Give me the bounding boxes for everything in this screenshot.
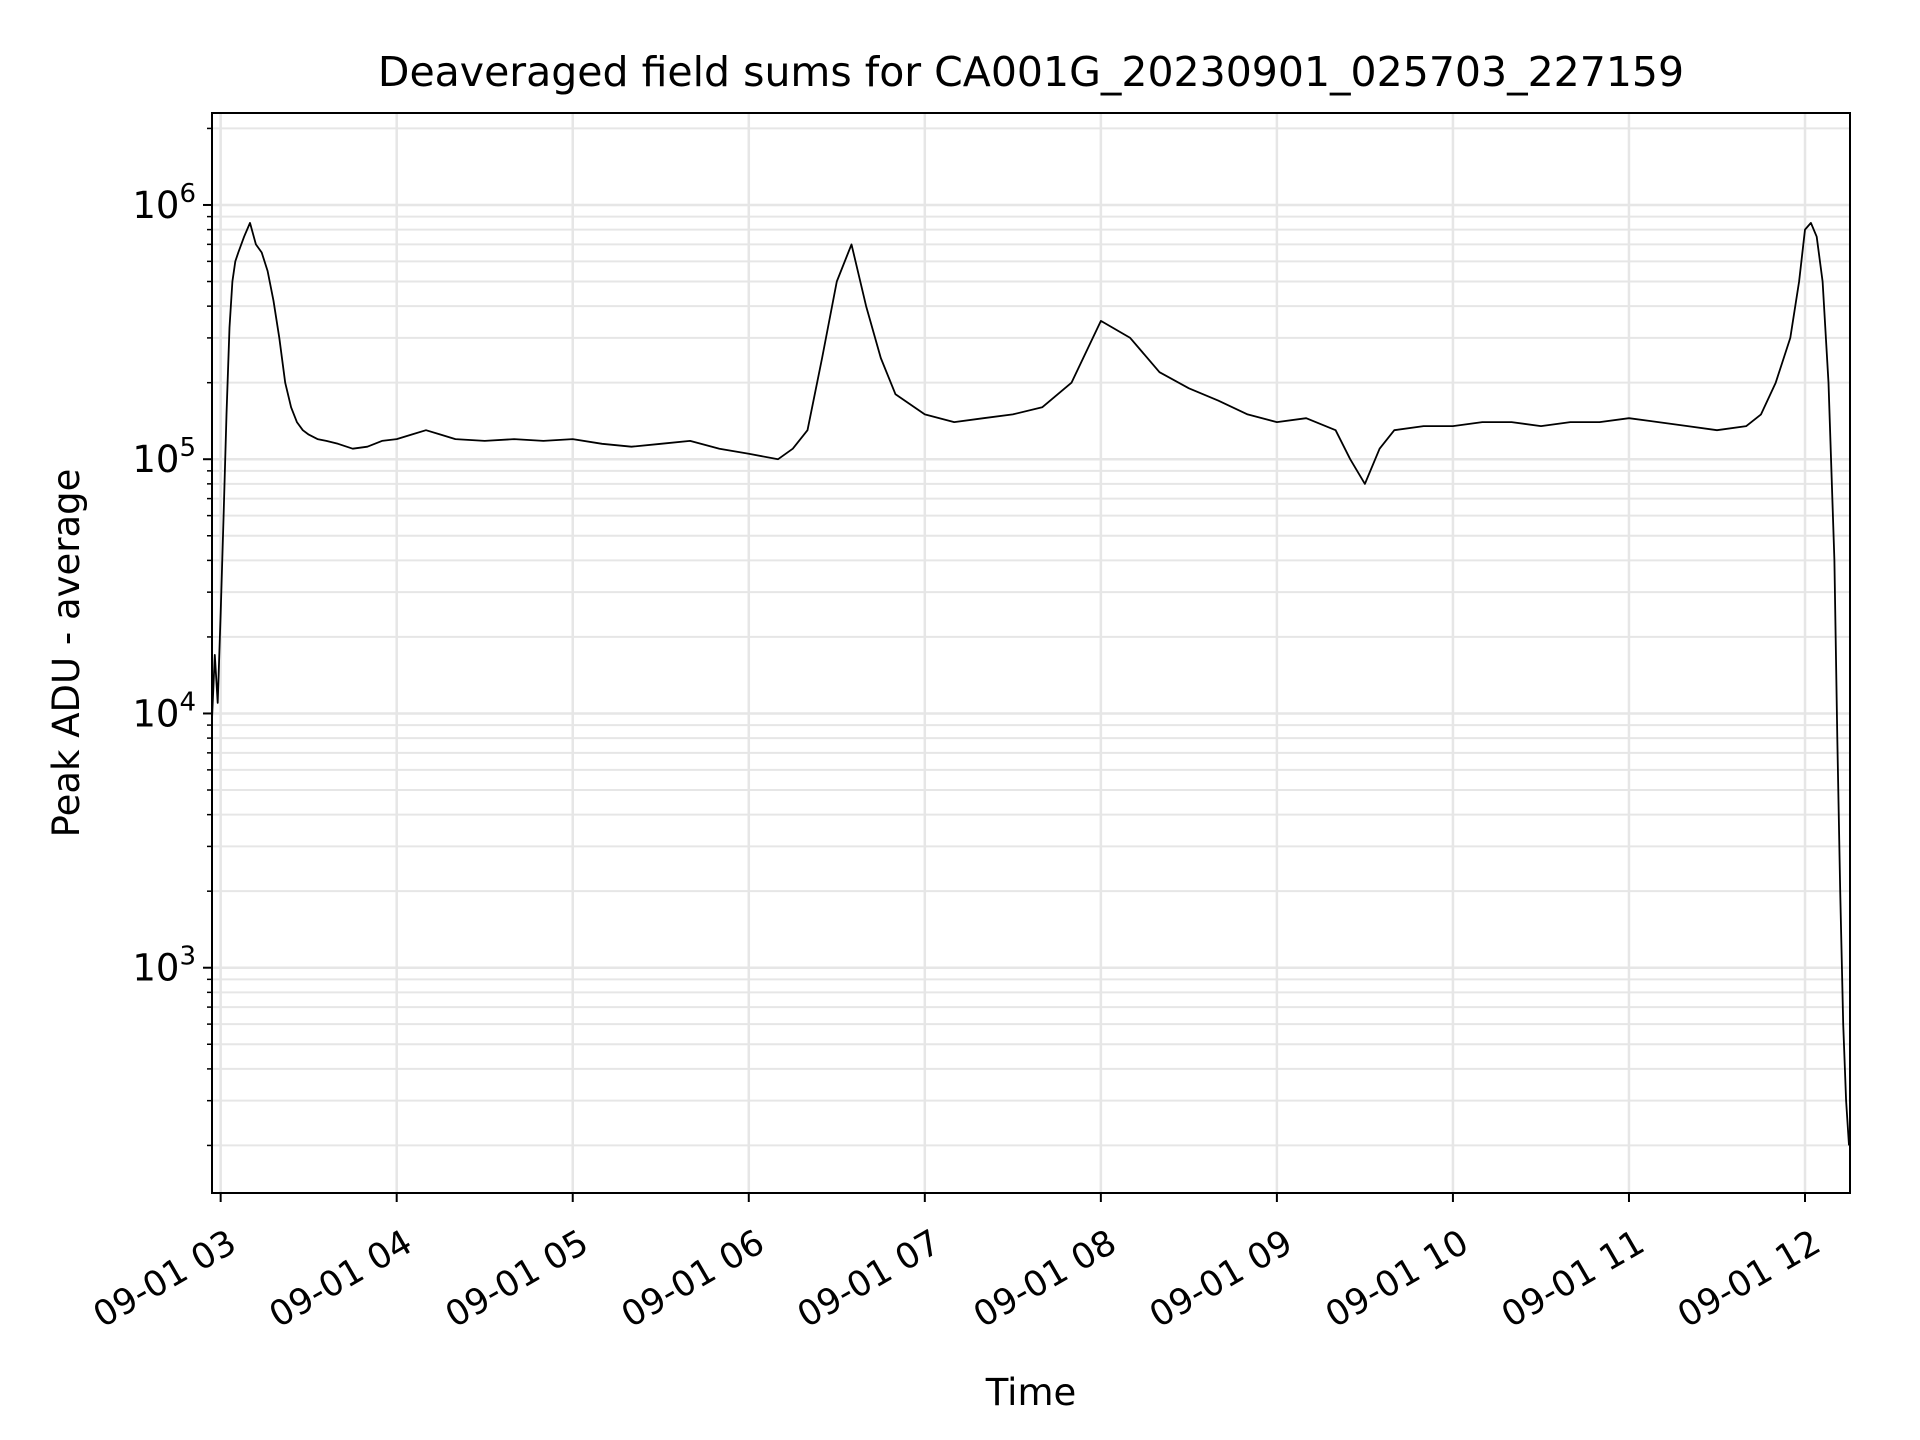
minor-gridlines bbox=[212, 127, 1850, 1147]
y-axis: 103 104 105 106 bbox=[132, 127, 212, 1147]
y-tick-label: 103 bbox=[132, 942, 196, 990]
y-tick-label: 106 bbox=[132, 179, 196, 227]
data-line bbox=[212, 221, 1850, 1146]
x-axis-label: Time bbox=[985, 1371, 1077, 1414]
chart-title: Deaveraged field sums for CA001G_2023090… bbox=[378, 48, 1684, 96]
y-tick-label: 105 bbox=[132, 433, 196, 481]
y-tick-label: 104 bbox=[132, 687, 196, 735]
y-axis-label: Peak ADU - average bbox=[45, 469, 88, 838]
plot-frame bbox=[211, 112, 1851, 1194]
series-layer bbox=[212, 221, 1850, 1146]
major-gridlines bbox=[212, 113, 1850, 1193]
